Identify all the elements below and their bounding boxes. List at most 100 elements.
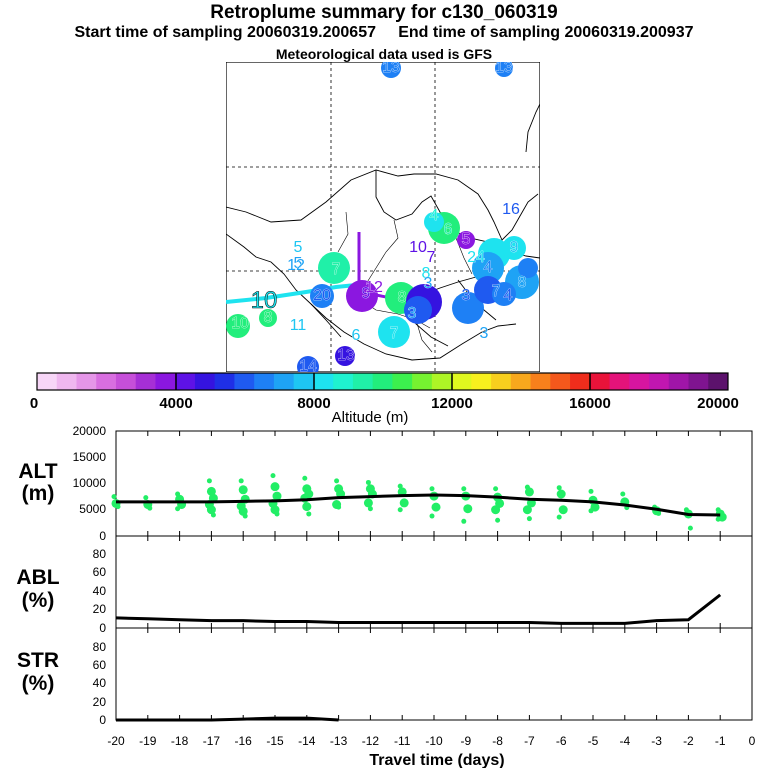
sampling-times: Start time of sampling 20060319.200657 E… [0, 24, 768, 42]
alt-point [588, 488, 594, 494]
colorbar-cell [234, 373, 255, 390]
colorbar-cell [649, 373, 670, 390]
abl-ytick-label: 60 [93, 565, 107, 579]
alt-point [620, 491, 626, 497]
alt-point [463, 504, 473, 514]
alt-point [143, 495, 149, 501]
plume-label: 9 [362, 285, 371, 302]
alt-point [556, 489, 566, 499]
plume-label: 3 [408, 305, 417, 322]
colorbar-cell [76, 373, 97, 390]
x-axis-tick-labels: -20 -19 -18 -17 -16 -15 -14 -13 -12 -11 -10 -9 -8 -7-… [107, 734, 755, 748]
plume-marker [310, 284, 334, 308]
alt-ytick-label: 20000 [73, 424, 107, 438]
plume-marker [452, 292, 484, 324]
alt-panel: ALT (m) 20000 15000 10000 5000 0 [18, 424, 753, 543]
alt-point [306, 511, 312, 517]
alt-ytick-label: 5000 [79, 502, 106, 516]
plume-marker [404, 296, 432, 324]
alt-point [526, 516, 532, 522]
alt-point [431, 502, 441, 512]
alt-point [175, 506, 181, 512]
x-tick-label: -15 [266, 734, 284, 748]
plume-label: 12 [365, 279, 383, 296]
plume-label: 5 [294, 239, 303, 256]
plume-label: 4 [484, 259, 493, 276]
plume-label: 20 [313, 287, 331, 304]
colorbar-cell [175, 373, 196, 390]
alt-point [397, 483, 403, 489]
start-time-label: Start time of sampling 20060319.200657 [74, 24, 377, 41]
alt-point [522, 505, 532, 515]
altitude-colorbar: 0 4000 8000 12000 16000 20000 Altitude (… [30, 372, 739, 426]
plume-label: 3 [424, 275, 433, 292]
plume-marker [424, 212, 444, 232]
plume-marker [259, 309, 277, 327]
x-tick-label: -16 [235, 734, 253, 748]
alt-point [242, 513, 248, 519]
str-panel: STR (%) 80 60 40 20 0 [17, 627, 753, 727]
alt-median-line [116, 493, 721, 517]
plume-label: 6 [352, 327, 361, 344]
x-tick-label: -9 [460, 734, 471, 748]
plume-marker [318, 252, 350, 284]
colorbar-cell [214, 373, 235, 390]
colorbar-major-ticks [175, 373, 591, 390]
colorbar-cell [313, 373, 334, 390]
time-series-panels: ALT (m) 20000 15000 10000 5000 0 ABL (%)… [16, 424, 755, 768]
alt-point [461, 518, 467, 524]
x-tick-label: -6 [556, 734, 567, 748]
plume-label: 8 [264, 309, 273, 326]
str-ytick-label: 40 [93, 676, 107, 690]
alt-point [206, 505, 216, 515]
map-frame [226, 62, 540, 372]
plume-marker [492, 282, 516, 306]
alt-ytick-label: 0 [99, 529, 106, 543]
alt-point [687, 525, 693, 531]
alt-point [206, 486, 216, 496]
colorbar-cell [273, 373, 295, 390]
abl-ylabel: ABL [16, 566, 59, 589]
x-tick-label: -14 [298, 734, 316, 748]
plume-label: 11 [290, 317, 307, 334]
x-tick-label: 0 [749, 734, 756, 748]
colorbar-cell [56, 373, 77, 390]
alt-point [399, 498, 409, 508]
plume-label: 8 [518, 274, 527, 291]
colorbar-cell [491, 373, 512, 390]
colorbar-cell [254, 373, 275, 390]
abl-panel: ABL (%) 80 60 40 20 0 [16, 535, 753, 635]
plume-marker [518, 258, 538, 278]
alt-point [272, 491, 282, 501]
abl-ytick-label: 80 [93, 547, 107, 561]
alt-point [715, 516, 721, 522]
colorbar-cell [96, 373, 117, 390]
alt-point [270, 482, 280, 492]
alt-point [302, 475, 308, 481]
plume-label: 7 [390, 325, 399, 342]
x-tick-label: -5 [588, 734, 599, 748]
str-line [116, 716, 339, 722]
map-gridlines [226, 62, 540, 372]
alt-point [656, 510, 662, 516]
alt-panel-frame [115, 430, 753, 537]
alt-point [238, 478, 244, 484]
alt-point [461, 486, 467, 492]
colorbar-cell [431, 373, 453, 390]
colorbar-cell [37, 373, 58, 390]
alt-point [495, 517, 501, 523]
plume-label: 13 [382, 62, 400, 76]
alt-point [334, 478, 340, 484]
alt-ylabel: ALT [18, 460, 57, 483]
plume-label: 5 [294, 255, 303, 272]
colorbar-cell [609, 373, 630, 390]
alt-point [524, 487, 534, 497]
plume-marker [378, 316, 410, 348]
plume-marker [226, 314, 250, 338]
plume-label: 12 [287, 257, 305, 274]
alt-point [558, 505, 568, 515]
plume-label: 24 [467, 249, 485, 266]
colorbar-axis-label: Altitude (m) [332, 409, 409, 426]
